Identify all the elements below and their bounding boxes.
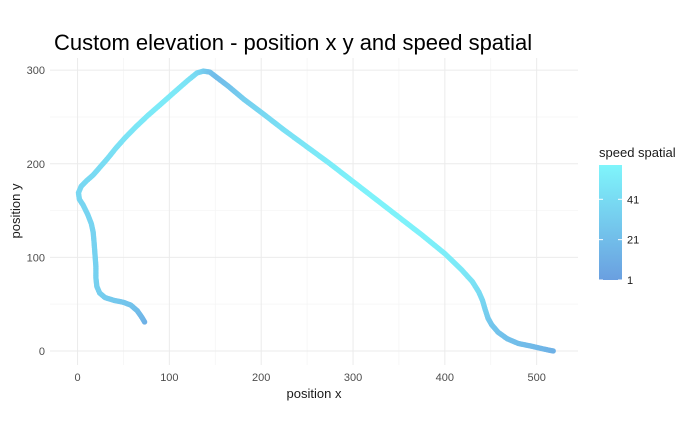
legend-ticks: 1 21 41 — [599, 194, 639, 287]
data-series — [75, 68, 556, 354]
x-tick-label: 0 — [74, 372, 80, 384]
y-tick-label: 100 — [27, 252, 45, 264]
y-tick-label: 300 — [27, 65, 45, 77]
legend-title: speed spatial — [599, 145, 676, 160]
legend-tick-label: 41 — [627, 194, 639, 206]
y-tick-label: 200 — [27, 159, 45, 171]
tick-labels: 0 100 200 300 400 500 0 100 200 300 — [27, 65, 546, 384]
x-tick-label: 500 — [527, 372, 545, 384]
legend-tick-label: 21 — [627, 235, 639, 247]
legend-tick-label: 1 — [627, 275, 633, 287]
plot-area — [50, 58, 578, 365]
x-tick-label: 400 — [436, 372, 454, 384]
data-point — [550, 348, 556, 354]
x-tick-label: 200 — [252, 372, 270, 384]
x-tick-label: 100 — [160, 372, 178, 384]
x-axis-title: position x — [287, 386, 342, 401]
chart-title: Custom elevation - position x y and spee… — [54, 30, 532, 55]
y-tick-label: 0 — [39, 346, 45, 358]
y-axis-title: position y — [8, 183, 23, 238]
color-legend: speed spatial 1 21 41 — [599, 145, 676, 287]
legend-colorbar — [599, 165, 622, 280]
x-tick-label: 300 — [344, 372, 362, 384]
